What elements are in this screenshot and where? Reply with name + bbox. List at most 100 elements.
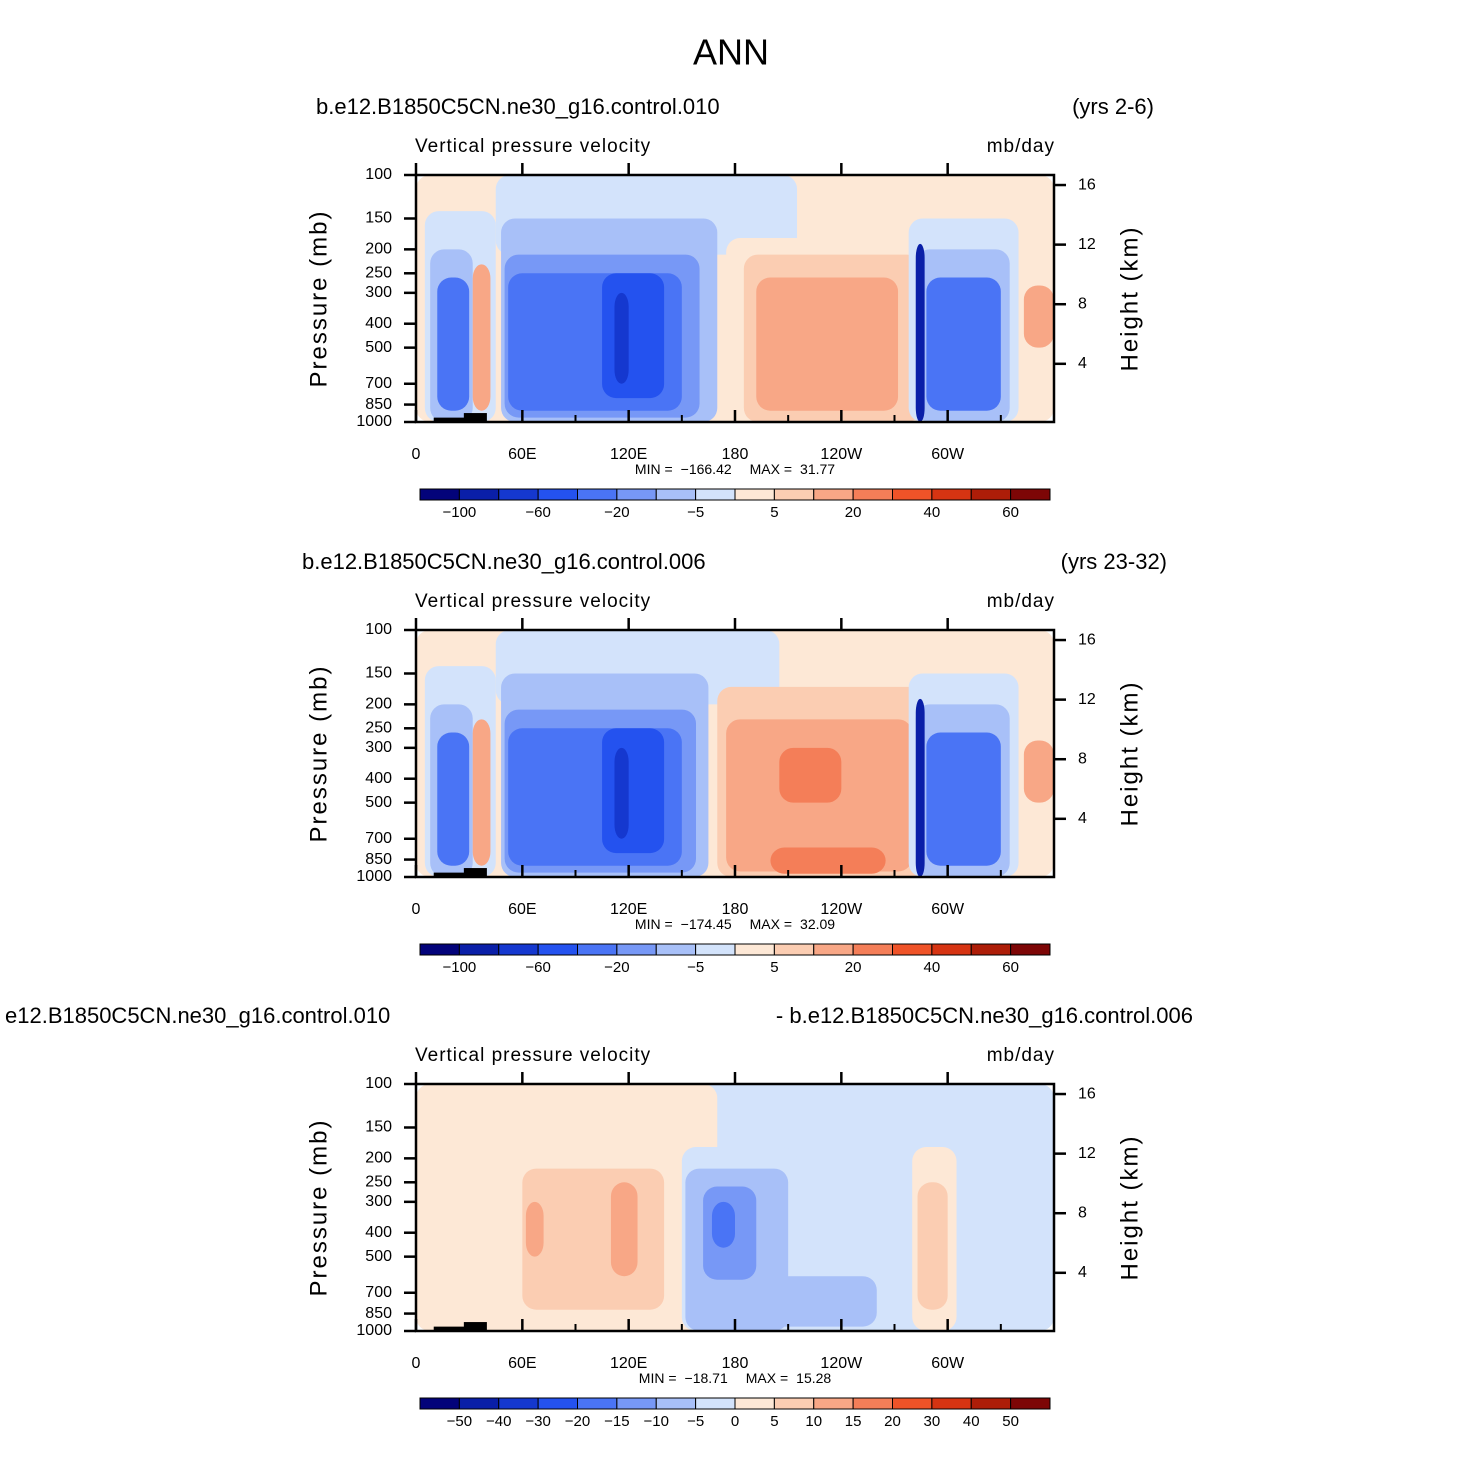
- colorbar-box: [498, 943, 539, 956]
- colorbar-box: [537, 488, 578, 501]
- stat-name: MAX =: [750, 461, 792, 477]
- colorbar-box: [419, 943, 460, 956]
- panel-title-right: (yrs 23-32): [1061, 549, 1167, 574]
- colorbar-label: 30: [924, 1413, 941, 1430]
- y2-axis-label: Height (km): [1116, 680, 1143, 826]
- contour-fill: [610, 1182, 638, 1277]
- x-tick-label: 60E: [508, 901, 536, 918]
- y-tick-label: 250: [365, 1174, 392, 1191]
- y2-tick-label: 16: [1078, 1085, 1096, 1102]
- x-tick-label: 180: [722, 901, 749, 918]
- panel-title-right: (yrs 2-6): [1072, 94, 1154, 119]
- contour-fill: [915, 243, 925, 422]
- topography: [463, 413, 487, 422]
- x-tick-label: 120W: [820, 901, 863, 918]
- contour-fill: [915, 698, 925, 877]
- y-axis-label: Pressure (mb): [305, 664, 332, 842]
- colorbar-box: [970, 1397, 1012, 1410]
- colorbar-label: 5: [770, 1413, 778, 1430]
- y2-tick-label: 8: [1078, 1204, 1087, 1221]
- contour-field: [416, 175, 1054, 422]
- y-tick-label: 850: [365, 396, 392, 413]
- right-string: mb/day: [987, 1045, 1055, 1066]
- colorbar-label: 15: [845, 1413, 862, 1430]
- colorbar-label: 20: [884, 1413, 901, 1430]
- colorbar-box: [813, 488, 854, 501]
- colorbar-box: [537, 1397, 578, 1410]
- topography: [463, 868, 487, 877]
- colorbar-label: 0: [731, 1413, 739, 1430]
- colorbar-label: 50: [1002, 1413, 1019, 1430]
- colorbar-box: [577, 943, 618, 956]
- contour-fill: [779, 747, 842, 803]
- colorbar-label: −20: [565, 1413, 590, 1430]
- y2-tick-label: 16: [1078, 631, 1096, 648]
- panel: b.e12.B1850C5CN.ne30_g16.control.010 (yrs…: [305, 94, 1154, 521]
- panel-title-right: - b.e12.B1850C5CN.ne30_g16.control.006: [776, 1003, 1193, 1028]
- y-tick-label: 700: [365, 1284, 392, 1301]
- y-tick-label: 1000: [356, 868, 392, 885]
- y2-tick-label: 4: [1078, 810, 1087, 827]
- y-tick-label: 500: [365, 1248, 392, 1265]
- colorbar-box: [537, 943, 578, 956]
- colorbar-box: [655, 943, 697, 956]
- x-tick-label: 180: [722, 446, 749, 463]
- colorbar-box: [852, 1397, 893, 1410]
- y-tick-label: 300: [365, 1193, 392, 1210]
- topography: [463, 1322, 487, 1331]
- y-tick-label: 150: [365, 210, 392, 227]
- y-tick-label: 250: [365, 720, 392, 737]
- colorbar-label: −5: [687, 504, 704, 521]
- colorbar-box: [813, 1397, 854, 1410]
- left-string: Vertical pressure velocity: [415, 591, 651, 612]
- colorbar-label: 60: [1002, 959, 1019, 976]
- y2-axis-label: Height (km): [1116, 225, 1143, 371]
- y-tick-label: 200: [365, 1150, 392, 1167]
- stat-value: 32.09: [800, 916, 835, 932]
- x-tick-label: 60W: [931, 901, 965, 918]
- y-tick-label: 100: [365, 1075, 392, 1092]
- contour-field: [416, 630, 1054, 877]
- x-tick-label: 120E: [610, 901, 647, 918]
- y2-tick-label: 8: [1078, 750, 1087, 767]
- panel: b.e12.B1850C5CN.ne30_g16.control.006 (yrs…: [302, 549, 1167, 976]
- colorbar-box: [695, 488, 736, 501]
- y-axis-label: Pressure (mb): [305, 209, 332, 387]
- stat-name: MIN =: [639, 1370, 677, 1386]
- colorbar-label: −100: [442, 959, 476, 976]
- colorbar-box: [931, 488, 972, 501]
- y-tick-label: 700: [365, 375, 392, 392]
- contour-fill: [437, 277, 470, 411]
- stat-name: MAX =: [750, 916, 792, 932]
- colorbar-box: [1010, 943, 1051, 956]
- y-tick-label: 700: [365, 830, 392, 847]
- contour-fill: [770, 1276, 877, 1327]
- colorbar-label: 40: [924, 504, 941, 521]
- contour-fill: [1023, 285, 1054, 348]
- colorbar-label: −5: [687, 959, 704, 976]
- left-string: Vertical pressure velocity: [415, 136, 651, 157]
- colorbar-label: −30: [525, 1413, 550, 1430]
- x-tick-label: 60W: [931, 1355, 965, 1372]
- x-tick-label: 60E: [508, 1355, 536, 1372]
- colorbar-box: [892, 488, 933, 501]
- y-tick-label: 250: [365, 265, 392, 282]
- y-tick-label: 400: [365, 1224, 392, 1241]
- stats: MIN = −174.45 MAX = 32.09: [635, 916, 835, 932]
- colorbar-label: 10: [805, 1413, 822, 1430]
- contour-fill: [1023, 740, 1054, 803]
- colorbar-label: −5: [687, 1413, 704, 1430]
- x-tick-label: 120E: [610, 1355, 647, 1372]
- y-tick-label: 150: [365, 665, 392, 682]
- y2-tick-label: 4: [1078, 355, 1087, 372]
- x-tick-label: 0: [412, 446, 421, 463]
- colorbar-label: 60: [1002, 504, 1019, 521]
- colorbar-label: −40: [486, 1413, 511, 1430]
- colorbar-box: [892, 1397, 933, 1410]
- stat-name: MAX =: [746, 1370, 788, 1386]
- contour-fill: [614, 292, 629, 384]
- colorbar-label: −20: [604, 504, 629, 521]
- y-tick-label: 500: [365, 339, 392, 356]
- y2-tick-label: 4: [1078, 1264, 1087, 1281]
